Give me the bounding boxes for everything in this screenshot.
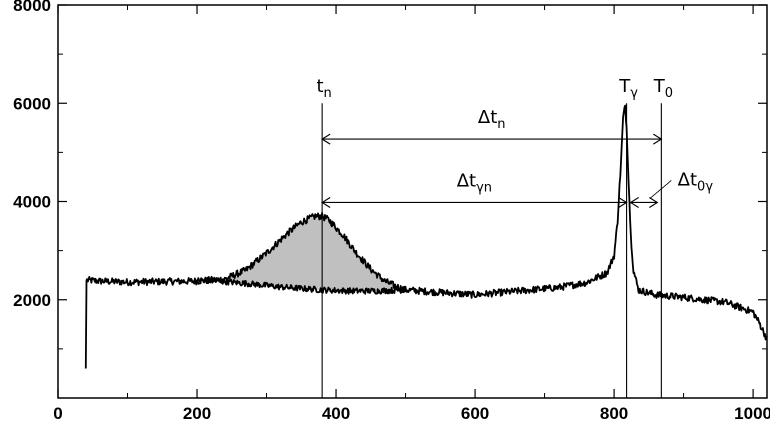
arrowhead-left-4 [321,197,331,208]
x-tick-label: 200 [183,404,211,423]
arrowhead-right-3 [653,133,663,145]
y-tick-label: 4000 [13,193,51,212]
arrowhead-right-5 [649,197,659,208]
shaded-region [224,216,406,291]
x-tick-label: 600 [461,404,489,423]
arrowhead-left-3 [321,133,331,145]
data-line-baseline [196,277,407,295]
arrowhead-right-4 [618,197,628,208]
x-tick-label: 800 [600,404,628,423]
axis-ticks [57,4,767,398]
y-tick-label: 2000 [13,291,51,310]
y-tick-label: 6000 [13,94,51,113]
tick-labels: 0 200 400 600 800 1000 2000 4000 6000 8000 [13,0,770,423]
leader-line-5 [649,180,672,199]
x-tick-label: 400 [322,404,350,423]
plot-frame [57,4,768,399]
x-tick-label: 1000 [734,404,770,423]
x-tick-label: 0 [53,404,62,423]
y-tick-label: 8000 [13,0,51,15]
annotations: tn Tγ T0 Δtn Δtγn Δt0γ [316,76,714,208]
line-label-0: tn [316,76,331,101]
arrowhead-left-5 [629,197,639,208]
span-label-3: Δtn [478,107,506,132]
line-label-2: T0 [653,76,673,101]
line-label-1: Tγ [618,76,638,101]
span-label-5: Δt0γ [678,169,714,194]
data-line-upper [84,104,768,369]
span-label-4: Δtγn [457,170,492,195]
plot-area [84,103,768,398]
